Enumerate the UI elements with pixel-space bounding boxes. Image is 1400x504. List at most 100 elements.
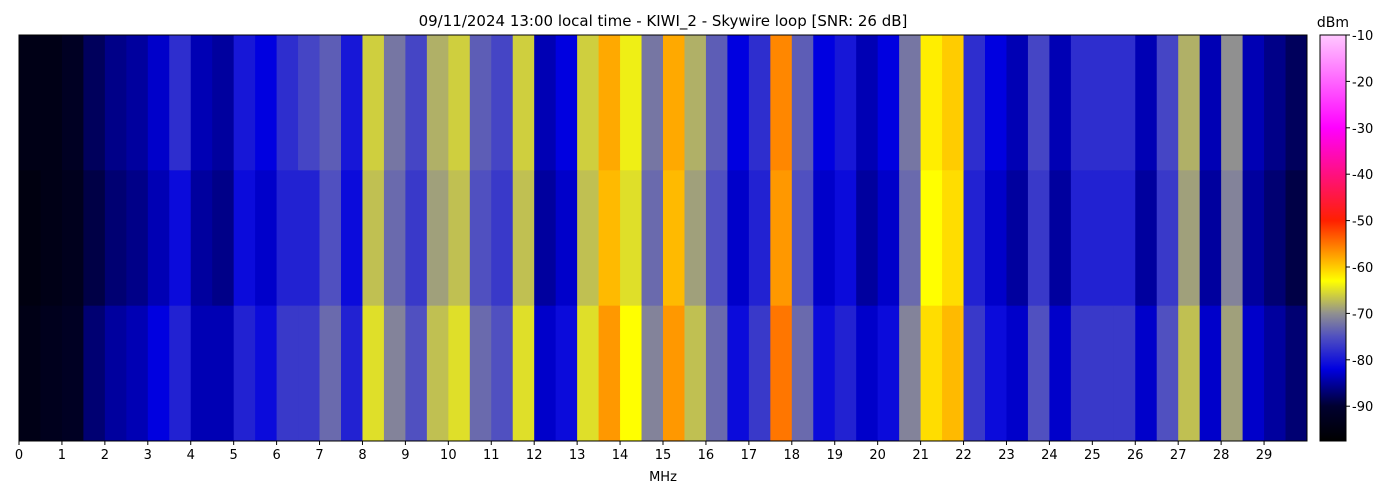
heatmap-cell xyxy=(813,35,836,171)
heatmap-cell xyxy=(469,170,492,307)
heatmap-cell xyxy=(942,170,965,307)
heatmap-cell xyxy=(641,170,664,307)
heatmap-cell xyxy=(83,305,106,442)
heatmap-cell xyxy=(61,305,84,442)
heatmap-cell xyxy=(877,170,900,307)
heatmap-cell xyxy=(83,35,106,171)
x-tick-label: 23 xyxy=(998,448,1015,463)
heatmap-cell xyxy=(362,170,385,307)
colorbar-tick-label: -10 xyxy=(1352,29,1373,44)
heatmap-cell xyxy=(298,305,321,442)
heatmap-cell xyxy=(1221,305,1244,442)
heatmap-cell xyxy=(1242,305,1265,442)
heatmap-cell xyxy=(469,305,492,442)
heatmap-cell xyxy=(1264,35,1287,171)
heatmap-cell xyxy=(791,170,814,307)
heatmap-cell xyxy=(233,305,256,442)
heatmap-cell xyxy=(40,35,63,171)
heatmap-cell xyxy=(985,305,1007,442)
heatmap-cell xyxy=(255,35,278,171)
heatmap-cell xyxy=(147,35,170,171)
heatmap-cell xyxy=(190,305,213,442)
heatmap-cell xyxy=(448,170,471,307)
heatmap-cell xyxy=(834,170,857,307)
colorbar-tick-label: -40 xyxy=(1352,168,1373,183)
heatmap-cell xyxy=(362,35,385,171)
heatmap-cell xyxy=(1242,35,1265,171)
heatmap-cell xyxy=(1113,305,1136,442)
heatmap-cell xyxy=(1049,170,1072,307)
heatmap-cell xyxy=(212,305,235,442)
heatmap-cell xyxy=(341,305,363,442)
heatmap-cell xyxy=(1285,305,1308,442)
heatmap-cell xyxy=(1156,305,1179,442)
heatmap-cell xyxy=(362,305,385,442)
heatmap-cell xyxy=(985,170,1007,307)
heatmap-cell xyxy=(663,170,685,307)
x-tick-label: 24 xyxy=(1041,448,1058,463)
heatmap-cell xyxy=(1070,305,1093,442)
heatmap-cell xyxy=(169,35,192,171)
x-tick-label: 29 xyxy=(1256,448,1273,463)
x-tick-label: 25 xyxy=(1084,448,1101,463)
heatmap-cell xyxy=(920,35,943,171)
heatmap-cell xyxy=(620,305,643,442)
heatmap-cell xyxy=(426,170,449,307)
heatmap-cell xyxy=(1070,35,1093,171)
heatmap-cell xyxy=(341,35,363,171)
heatmap-cell xyxy=(1178,170,1201,307)
heatmap-cell xyxy=(383,35,406,171)
heatmap-cell xyxy=(1027,305,1050,442)
heatmap-cell xyxy=(276,35,299,171)
heatmap-cell xyxy=(341,170,363,307)
colorbar-tick-label: -20 xyxy=(1352,75,1373,90)
heatmap-cell xyxy=(491,305,514,442)
heatmap-cell xyxy=(298,170,321,307)
heatmap-cell xyxy=(577,35,600,171)
heatmap-cell xyxy=(276,170,299,307)
heatmap-cell xyxy=(920,170,943,307)
heatmap-cell xyxy=(963,35,986,171)
x-tick-label: 27 xyxy=(1170,448,1187,463)
heatmap-cell xyxy=(963,305,986,442)
heatmap-cell xyxy=(255,170,278,307)
heatmap-cell xyxy=(684,35,707,171)
heatmap-cell xyxy=(1070,170,1093,307)
heatmap-cell xyxy=(1049,35,1072,171)
heatmap-cell xyxy=(641,305,664,442)
x-tick-label: 10 xyxy=(440,448,457,463)
heatmap-cell xyxy=(620,35,643,171)
heatmap-cell xyxy=(748,305,771,442)
heatmap-cell xyxy=(1027,170,1050,307)
x-tick-label: 5 xyxy=(230,448,238,463)
heatmap-cell xyxy=(1199,35,1222,171)
heatmap-cell xyxy=(534,35,557,171)
x-tick-label: 18 xyxy=(784,448,801,463)
heatmap-cell xyxy=(791,305,814,442)
heatmap-cell xyxy=(491,170,514,307)
heatmap-cell xyxy=(40,305,63,442)
heatmap-cell xyxy=(212,170,235,307)
heatmap-cell xyxy=(985,35,1007,171)
heatmap-cell xyxy=(963,170,986,307)
heatmap-cell xyxy=(770,305,793,442)
heatmap-cell xyxy=(448,305,471,442)
heatmap-cell xyxy=(298,35,321,171)
heatmap-cell xyxy=(83,170,106,307)
heatmap-cell xyxy=(104,170,127,307)
heatmap-cell xyxy=(104,305,127,442)
colorbar-tick-label: -50 xyxy=(1352,215,1373,230)
x-tick-label: 20 xyxy=(869,448,886,463)
heatmap-cell xyxy=(705,170,728,307)
heatmap-cell xyxy=(1156,35,1179,171)
heatmap-cell xyxy=(598,170,621,307)
x-tick-label: 8 xyxy=(358,448,366,463)
heatmap-cell xyxy=(383,305,406,442)
heatmap-cell xyxy=(1006,305,1029,442)
heatmap-cell xyxy=(555,305,578,442)
heatmap-cell xyxy=(877,35,900,171)
heatmap-cell xyxy=(147,305,170,442)
heatmap-cell xyxy=(319,170,342,307)
heatmap-cell xyxy=(426,35,449,171)
heatmap-cell xyxy=(1285,170,1308,307)
